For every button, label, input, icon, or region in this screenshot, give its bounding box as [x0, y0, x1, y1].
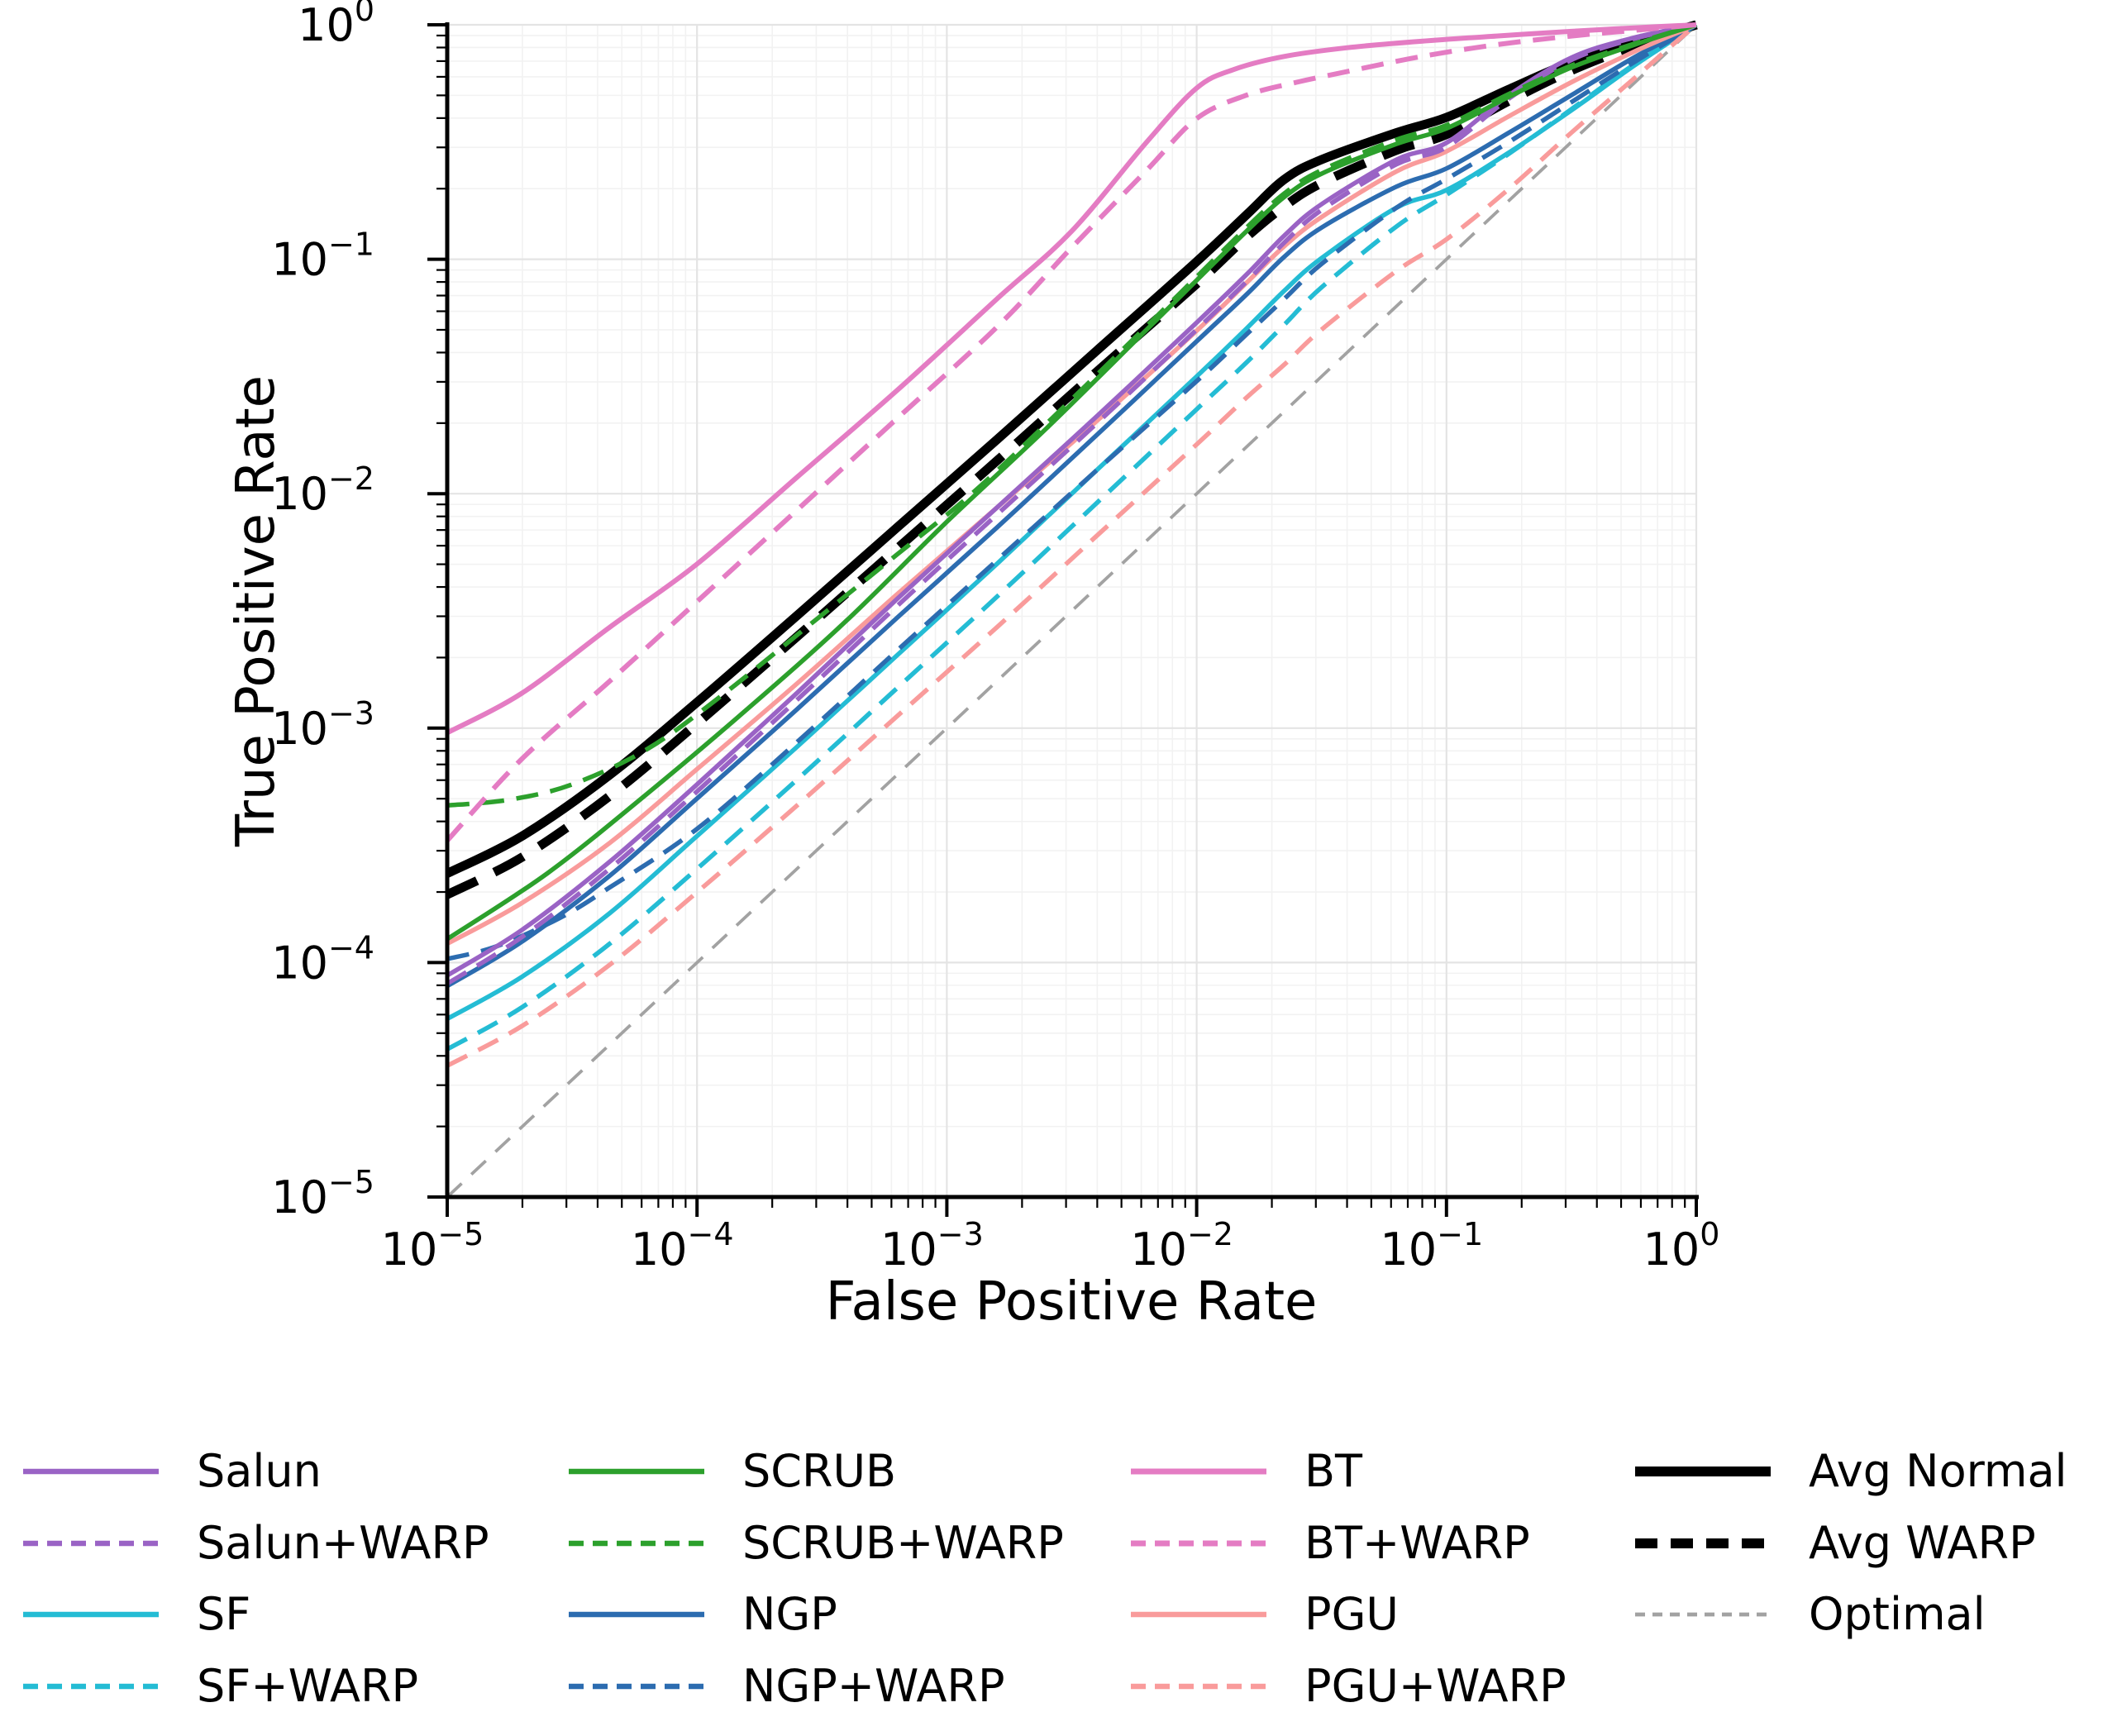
- curve-ngp: [446, 22, 1698, 989]
- y-tick-label--1: 10−1: [271, 227, 374, 286]
- y-tick-label--4: 10−4: [271, 929, 374, 989]
- x-tick-label--4: 10−4: [631, 1216, 734, 1276]
- curve-scrub-warp: [446, 22, 1697, 808]
- y-tick-label--5: 10−5: [271, 1164, 374, 1223]
- curve-optimal: [446, 23, 1698, 1199]
- y-axis-title: True Positive Rate: [226, 374, 287, 847]
- curve-avg-normal: [445, 20, 1698, 878]
- x-tick-label-0: 100: [1643, 1216, 1720, 1276]
- curve-bt: [446, 22, 1697, 736]
- curve-salun-warp: [446, 22, 1697, 986]
- curve-sf-warp: [446, 22, 1698, 1052]
- curve-bt-warp: [445, 22, 1697, 842]
- curve-salun: [446, 22, 1697, 978]
- gridlines: [446, 23, 1698, 1199]
- curves: [445, 20, 1698, 1199]
- y-tick-label-0: 100: [298, 0, 374, 51]
- x-tick-label--5: 10−5: [381, 1216, 484, 1276]
- x-tick-label--2: 10−2: [1130, 1216, 1233, 1276]
- curve-scrub: [446, 22, 1697, 942]
- curve-ngp-warp: [446, 22, 1698, 961]
- axes: [427, 22, 1699, 1217]
- x-axis-title: False Positive Rate: [825, 1271, 1318, 1333]
- x-tick-label--1: 10−1: [1380, 1216, 1483, 1276]
- curve-pgu-warp: [446, 22, 1698, 1068]
- x-tick-label--3: 10−3: [880, 1216, 984, 1276]
